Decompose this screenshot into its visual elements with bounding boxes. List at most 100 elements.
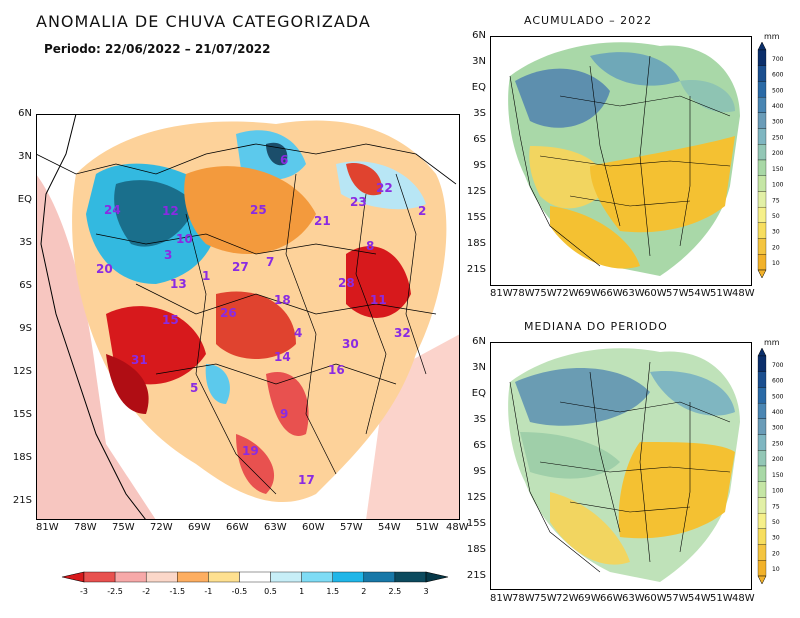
- basin-label: 7: [266, 255, 274, 269]
- mm-colorbar-label: 600: [772, 72, 784, 79]
- lon-tick: 57W: [666, 288, 689, 299]
- basin-label: 32: [394, 326, 411, 340]
- colorbar-arrow-left: [61, 571, 85, 583]
- mm-colorbar-label: 75: [772, 197, 780, 204]
- colorbar-label: 2: [361, 587, 366, 596]
- mm-colorbar-swatch: [757, 254, 767, 271]
- mm-colorbar-label: 10: [772, 566, 780, 573]
- mm-colorbar-label: 400: [772, 103, 784, 110]
- basin-label: 22: [376, 181, 393, 195]
- lat-tick: EQ: [17, 194, 32, 205]
- lat-tick: 3S: [473, 414, 486, 425]
- colorbar-label: 1.5: [326, 587, 339, 596]
- acumulado-colorbar: 700 600 500 400 300 250 200 150 100 75 50 30 20 10: [757, 42, 784, 279]
- mediana-map: [490, 342, 752, 590]
- mm-colorbar-label: 50: [772, 519, 780, 526]
- basin-label: 6: [280, 153, 288, 167]
- lat-tick: 21S: [12, 495, 32, 506]
- mediana-colorbar: 700 600 500 400 300 250 200 150 100 75 50 30 20 10: [757, 348, 784, 585]
- mm-colorbar-label: 250: [772, 440, 784, 447]
- lat-tick: 6S: [473, 440, 486, 451]
- basin-label: 11: [370, 293, 387, 307]
- lat-tick: 9S: [473, 466, 486, 477]
- acumulado-lat-axis: 6N 3N EQ 3S 6S 9S 12S 15S 18S 21S: [458, 30, 488, 280]
- lon-tick: 69W: [578, 288, 601, 299]
- mm-colorbar-swatch: [757, 128, 767, 145]
- basin-label: 31: [131, 353, 148, 367]
- basin-label: 23: [350, 195, 367, 209]
- lat-tick: 6N: [472, 336, 486, 347]
- lat-tick: 3S: [19, 237, 32, 248]
- acumulado-map-panel: [490, 36, 752, 290]
- lon-tick: 81W: [490, 593, 513, 604]
- colorbar-label: -0.5: [232, 587, 248, 596]
- period-label: Periodo: 22/06/2022 – 21/07/2022: [44, 42, 271, 56]
- mm-colorbar-swatch: [757, 159, 767, 176]
- mm-colorbar-swatch: [757, 144, 767, 161]
- colorbar-swatch: [270, 571, 302, 583]
- colorbar-label: -1.5: [169, 587, 185, 596]
- basin-label: 5: [190, 381, 198, 395]
- mm-colorbar-label: 75: [772, 503, 780, 510]
- basin-label: 13: [170, 277, 187, 291]
- mm-colorbar-swatch: [757, 355, 767, 372]
- acumulado-map: [490, 36, 752, 286]
- mm-colorbar-label: 700: [772, 362, 784, 369]
- anomaly-colorbar-svg: -3 -2.5 -2 -1.5 -1 -0.5 0.5 1 1.5 2 2.5 3: [61, 571, 449, 596]
- lon-tick: 51W: [416, 522, 439, 533]
- lat-tick: 3N: [18, 151, 32, 162]
- colorbar-label: 1: [299, 587, 304, 596]
- lat-tick: 6S: [473, 134, 486, 145]
- lon-tick: 54W: [378, 522, 401, 533]
- mm-colorbar-swatch: [757, 222, 767, 239]
- colorbar-swatch: [394, 571, 427, 583]
- mm-colorbar-arrow-top: [757, 42, 767, 51]
- lat-tick: 12S: [466, 186, 486, 197]
- lon-tick: 81W: [36, 522, 59, 533]
- colorbar-label: -1: [204, 587, 212, 596]
- basin-label: 27: [232, 260, 249, 274]
- mm-colorbar-label: 500: [772, 393, 784, 400]
- mm-colorbar-swatch: [757, 96, 767, 114]
- lon-tick: 63W: [622, 288, 645, 299]
- anomaly-colorbar: -3 -2.5 -2 -1.5 -1 -0.5 0.5 1 1.5 2 2.5 3: [60, 570, 450, 600]
- lon-tick: 75W: [534, 593, 557, 604]
- colorbar-label: 0.5: [264, 587, 277, 596]
- mm-colorbar-label: 500: [772, 87, 784, 94]
- lat-tick: 18S: [466, 238, 486, 249]
- lon-tick: 75W: [112, 522, 135, 533]
- mm-colorbar-arrow-bottom: [757, 269, 767, 279]
- colorbar-swatch: [114, 571, 147, 583]
- main-anomaly-map-panel: 6 24 12 25 21 23 22 2 10 3 8 20 13 1 27 7 18 28 11 15 26 4 32 3…: [36, 114, 460, 520]
- lon-tick: 57W: [666, 593, 689, 604]
- colorbar-label: -2.5: [107, 587, 123, 596]
- lat-tick: EQ: [471, 82, 486, 93]
- lon-tick: 66W: [600, 593, 623, 604]
- basin-label: 28: [338, 276, 355, 290]
- mm-colorbar-swatch: [757, 49, 767, 66]
- basin-label: 16: [328, 363, 345, 377]
- lon-tick: 72W: [150, 522, 173, 533]
- basin-label: 9: [280, 407, 288, 421]
- lon-tick: 69W: [188, 522, 211, 533]
- colorbar-label: 3: [423, 587, 428, 596]
- mm-colorbar-label: 50: [772, 213, 780, 220]
- lon-tick: 78W: [512, 288, 535, 299]
- colorbar-swatch: [208, 571, 240, 583]
- mm-colorbar-label: 200: [772, 150, 784, 157]
- lon-tick: 54W: [688, 288, 711, 299]
- mm-colorbar-swatch: [757, 387, 767, 404]
- mm-colorbar-label: 250: [772, 134, 784, 141]
- lon-tick: 75W: [534, 288, 557, 299]
- lon-tick: 78W: [512, 593, 535, 604]
- lon-tick: 63W: [622, 593, 645, 604]
- basin-label: 20: [96, 262, 113, 276]
- basin-label: 3: [164, 248, 172, 262]
- lat-tick: 9S: [473, 160, 486, 171]
- lon-tick: 51W: [710, 593, 733, 604]
- mm-colorbar-label: 200: [772, 456, 784, 463]
- colorbar-label: 2.5: [389, 587, 402, 596]
- colorbar-arrow-right: [425, 571, 449, 583]
- lat-tick: 21S: [466, 570, 486, 581]
- colorbar-swatch: [83, 571, 116, 583]
